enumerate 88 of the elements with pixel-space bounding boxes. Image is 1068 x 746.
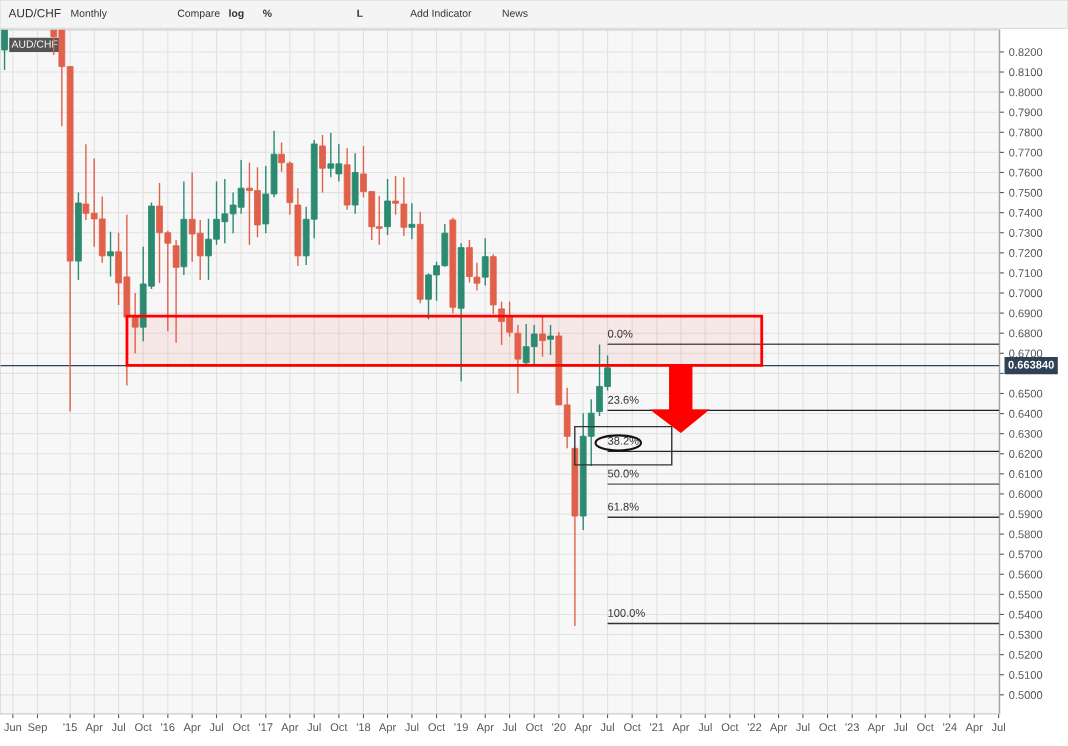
annotation: 100.0%: [608, 609, 645, 617]
x-tick-label: '21: [650, 723, 664, 731]
x-tick-label: Apr: [85, 723, 103, 734]
x-tick-label: Apr: [476, 723, 494, 734]
y-tick-label: 0.6800: [1009, 329, 1043, 338]
y-tick-label: 0.7500: [1009, 188, 1043, 197]
y-tick-label: 0.5300: [1009, 630, 1043, 639]
y-tick-label: 0.6700: [1009, 349, 1043, 358]
ref-line-label: 0.663840: [1008, 360, 1054, 369]
x-tick-label: Jul: [796, 722, 810, 732]
text: L: [357, 9, 363, 17]
y-tick-label: 0.7700: [1009, 148, 1043, 157]
annotation: 0.0%: [607, 329, 633, 338]
y-tick-label: 0.6400: [1009, 409, 1043, 418]
x-tick-label: Oct: [917, 723, 934, 732]
y-tick-label: 0.6200: [1009, 450, 1043, 458]
y-tick-label: 0.5600: [1009, 570, 1043, 579]
y-tick-label: 0.6100: [1009, 470, 1043, 478]
annotation: 38.2%: [607, 436, 639, 445]
y-tick-label: 0.5800: [1009, 530, 1043, 539]
y-tick-label: 0.5400: [1009, 610, 1043, 619]
x-tick-label: Apr: [867, 723, 885, 734]
x-tick-label: '15: [63, 723, 77, 732]
x-tick-label: Apr: [281, 723, 299, 734]
x-tick-label: Apr: [965, 723, 983, 734]
x-tick-label: Jul: [893, 722, 907, 732]
y-tick-label: 0.5700: [1009, 550, 1043, 559]
x-tick-label: Oct: [721, 723, 739, 732]
y-tick-label: 0.5100: [1009, 671, 1043, 679]
x-tick-label: Jul: [111, 722, 125, 732]
x-tick-label: Jul: [307, 722, 321, 732]
x-tick-label: Sep: [28, 723, 47, 734]
y-tick-label: 0.7100: [1009, 269, 1043, 278]
x-tick-label: Apr: [378, 723, 397, 734]
x-tick-label: Apr: [574, 723, 592, 734]
x-tick-label: Oct: [330, 723, 348, 732]
y-tick-label: 0.6300: [1009, 429, 1043, 438]
y-tick-label: 0.5000: [1009, 691, 1043, 699]
x-tick-label: Oct: [819, 723, 837, 732]
x-tick-label: Apr: [183, 723, 201, 734]
y-tick-label: 0.7800: [1009, 128, 1043, 137]
x-tick-label: Oct: [624, 723, 641, 732]
x-tick-label: Oct: [135, 723, 152, 732]
x-tick-label: Jul: [991, 722, 1005, 732]
x-tick-label: Apr: [672, 723, 690, 734]
y-tick-label: 0.7200: [1009, 249, 1043, 257]
annotation: 61.8%: [608, 502, 639, 511]
x-tick-label: Jul: [209, 722, 223, 732]
x-tick-label: Jul: [404, 722, 419, 732]
x-tick-label: '22: [747, 723, 762, 731]
x-tick-label: Oct: [233, 723, 250, 732]
x-tick-label: '16: [161, 723, 175, 732]
y-tick-label: 0.5200: [1009, 650, 1043, 659]
y-tick-label: 0.5500: [1009, 590, 1043, 599]
text: log: [229, 9, 244, 20]
y-tick-label: 0.5900: [1009, 510, 1043, 519]
y-tick-label: 0.7600: [1009, 168, 1043, 177]
y-tick-label: 0.6500: [1009, 389, 1043, 398]
text: %: [262, 9, 272, 17]
x-tick-label: '23: [845, 723, 859, 732]
x-tick-label: Jul: [502, 722, 516, 732]
annotation: 23.6%: [608, 395, 639, 404]
x-tick-label: '18: [356, 723, 371, 732]
y-tick-label: 0.6900: [1009, 309, 1043, 318]
y-tick-label: 0.7000: [1009, 289, 1043, 298]
annotation: 50.0%: [607, 469, 639, 478]
text: Add Indicator: [410, 9, 472, 17]
x-tick-label: Jun: [4, 723, 22, 732]
y-tick-label: 0.8100: [1009, 68, 1043, 77]
x-tick-label: '17: [259, 723, 273, 731]
text: Compare: [177, 9, 220, 20]
x-tick-label: '19: [454, 723, 468, 732]
x-tick-label: Jul: [698, 722, 712, 732]
x-tick-label: '24: [943, 723, 957, 731]
chart-title: AUD/CHF: [8, 8, 61, 18]
x-tick-label: '20: [552, 723, 566, 732]
x-tick-label: Oct: [428, 723, 446, 732]
text: News: [502, 9, 528, 17]
y-tick-label: 0.7400: [1009, 208, 1043, 217]
x-tick-label: Oct: [526, 723, 543, 732]
text: Monthly: [71, 9, 107, 20]
y-tick-label: 0.7900: [1009, 108, 1043, 117]
y-tick-label: 0.6000: [1009, 490, 1043, 499]
y-tick-label: 0.8200: [1009, 48, 1043, 57]
y-tick-label: 0.8000: [1009, 88, 1043, 97]
x-tick-label: Jul: [600, 722, 614, 732]
x-tick-label: Apr: [769, 723, 788, 734]
y-tick-label: 0.7300: [1009, 229, 1043, 237]
